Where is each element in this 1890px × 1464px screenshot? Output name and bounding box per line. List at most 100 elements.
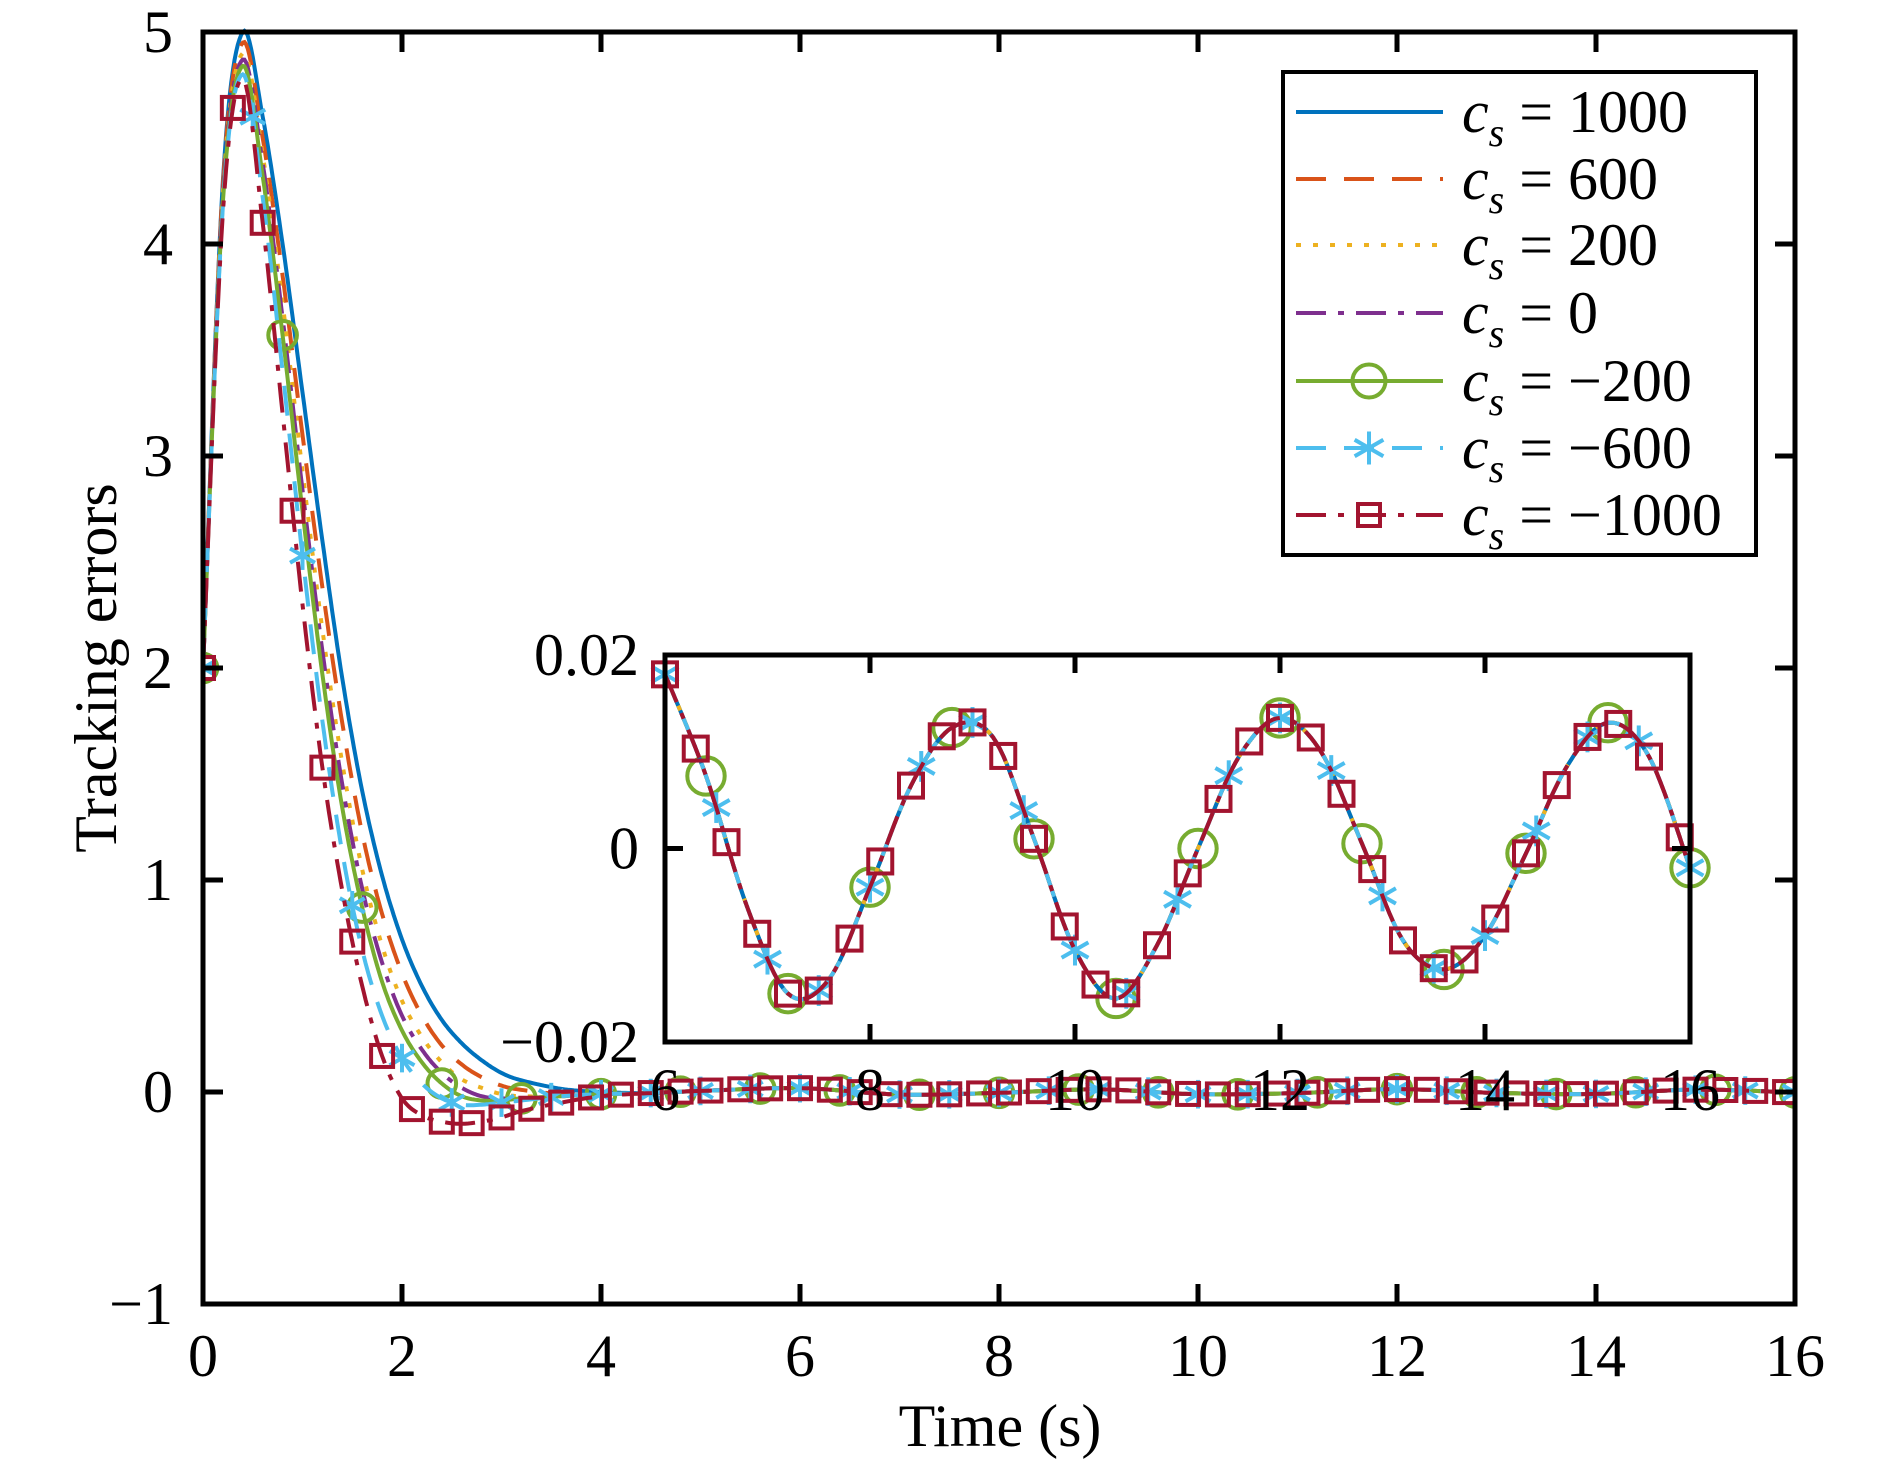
main-y-tick-label: 2 — [143, 635, 173, 701]
square-marker — [866, 847, 895, 876]
asterisk-marker — [338, 891, 366, 920]
legend-symbol: c — [1462, 415, 1489, 481]
series-6 — [203, 76, 1795, 1137]
square-marker — [1443, 1078, 1470, 1105]
square-marker — [835, 924, 864, 953]
square-marker — [1542, 771, 1571, 800]
square-marker — [846, 1079, 873, 1106]
legend-value: = −200 — [1504, 348, 1692, 414]
square-marker — [1533, 1080, 1560, 1107]
circle-marker — [1259, 697, 1301, 739]
square-marker — [1266, 703, 1294, 732]
square-marker — [667, 1078, 694, 1105]
square-marker — [1712, 1076, 1739, 1103]
square-marker — [1384, 1076, 1410, 1103]
square-marker — [966, 1080, 993, 1107]
legend-label: cs = 0 — [1462, 280, 1598, 356]
square-marker — [518, 1095, 545, 1122]
main-x-tick-label: 4 — [586, 1323, 616, 1389]
legend-subscript: s — [1489, 446, 1505, 491]
legend-entry: cs = −200 — [1296, 348, 1692, 424]
square-marker — [1143, 931, 1171, 960]
square-marker — [578, 1084, 605, 1111]
square-marker — [1592, 1080, 1619, 1107]
square-marker — [1234, 1081, 1261, 1108]
inset-x-tick-label: 6 — [650, 1057, 680, 1123]
legend-symbol: c — [1462, 212, 1489, 278]
square-marker — [876, 1081, 903, 1108]
main-x-tick-label: 12 — [1367, 1323, 1427, 1389]
square-marker — [727, 1076, 754, 1103]
legend-label: cs = 200 — [1462, 212, 1658, 288]
square-marker — [927, 722, 956, 751]
square-marker — [1389, 926, 1417, 955]
asterisk-marker — [289, 541, 316, 570]
square-marker — [279, 497, 306, 524]
square-marker — [1025, 1078, 1052, 1105]
circle-marker — [1013, 818, 1055, 860]
square-marker — [1020, 824, 1048, 853]
square-marker — [1358, 855, 1387, 884]
inset-plot-area: 6 8 10 12 14 16 −0.02 0 0.02 — [500, 622, 1720, 1123]
legend-value: = 200 — [1504, 212, 1658, 278]
legend-symbol: c — [1462, 146, 1489, 212]
square-marker — [428, 1108, 455, 1135]
square-marker — [712, 828, 741, 857]
inset-x-tick-label: 12 — [1250, 1057, 1310, 1123]
x-axis-label: Time (s) — [899, 1393, 1102, 1459]
square-marker — [1512, 839, 1540, 868]
square-marker — [488, 1104, 515, 1131]
circle-marker — [1423, 948, 1465, 991]
square-marker — [1112, 979, 1141, 1008]
square-marker — [897, 771, 925, 800]
legend-entry: cs = 1000 — [1296, 79, 1688, 155]
square-marker — [1327, 779, 1356, 808]
inset-y-tick-label: 0 — [609, 816, 639, 882]
square-marker — [1175, 1080, 1202, 1107]
square-marker — [1604, 709, 1633, 738]
square-marker — [1050, 912, 1079, 941]
legend-value: = −600 — [1504, 415, 1692, 481]
square-marker — [1503, 1080, 1530, 1107]
legend-subscript: s — [1489, 311, 1505, 356]
square-marker — [249, 209, 276, 236]
square-marker — [816, 1076, 843, 1103]
square-marker — [1573, 722, 1602, 751]
legend-symbol: c — [1462, 79, 1489, 145]
square-marker — [1324, 1078, 1351, 1105]
square-marker — [309, 754, 336, 781]
legend-subscript: s — [1489, 243, 1505, 288]
square-marker — [398, 1096, 425, 1123]
square-marker — [458, 1110, 485, 1137]
square-marker — [1652, 1077, 1679, 1104]
square-marker — [1173, 859, 1202, 888]
square-marker — [1204, 1081, 1231, 1108]
legend-value: = −1000 — [1504, 482, 1722, 548]
inset-y-tick-label: −0.02 — [500, 1009, 639, 1075]
square-marker — [1204, 784, 1233, 813]
square-marker — [1563, 1081, 1590, 1108]
square-marker — [607, 1081, 634, 1108]
square-marker — [1481, 904, 1510, 933]
main-y-tick-label: 5 — [143, 0, 173, 65]
legend-label: cs = −200 — [1462, 348, 1692, 424]
main-x-tick-label: 10 — [1168, 1323, 1228, 1389]
square-marker — [1450, 945, 1479, 974]
asterisk-marker — [203, 653, 217, 683]
square-marker — [637, 1080, 664, 1107]
square-marker — [1419, 954, 1448, 983]
square-marker — [1772, 1079, 1795, 1106]
main-x-tick-label: 0 — [188, 1323, 218, 1389]
main-x-tick-label: 8 — [984, 1323, 1014, 1389]
square-marker — [989, 741, 1018, 770]
inset-x-tick-label: 8 — [855, 1057, 885, 1123]
main-y-tick-label: 3 — [143, 423, 173, 489]
square-marker — [1085, 1076, 1112, 1103]
main-x-tick-label: 2 — [387, 1323, 417, 1389]
main-y-tick-label: 0 — [143, 1059, 173, 1125]
square-marker — [1354, 1076, 1381, 1103]
legend-subscript: s — [1489, 379, 1505, 424]
legend-value: = 1000 — [1504, 79, 1688, 145]
